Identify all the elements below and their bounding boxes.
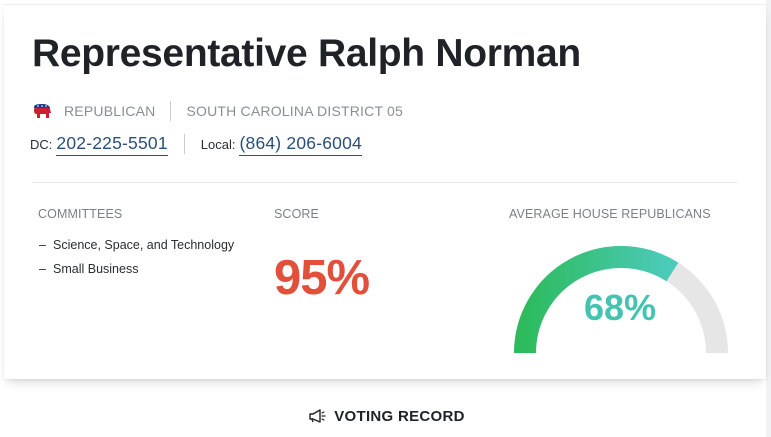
phone-row: DC: 202-225-5501 Local: (864) 206-6004 xyxy=(30,130,362,158)
committees-heading: COMMITTEES xyxy=(38,207,123,221)
committee-item: – Small Business xyxy=(39,262,139,276)
separator xyxy=(183,134,185,154)
representative-card: Representative Ralph Norman REPUBLICAN S… xyxy=(4,4,766,379)
scrollbar-track[interactable] xyxy=(766,0,771,437)
score-value: 95% xyxy=(274,251,370,305)
voting-record-link[interactable]: VOTING RECORD xyxy=(0,404,771,428)
representative-name: Representative Ralph Norman xyxy=(32,32,581,75)
party-label: REPUBLICAN xyxy=(64,103,156,119)
dc-phone-link[interactable]: 202-225-5501 xyxy=(56,133,168,156)
average-heading: AVERAGE HOUSE REPUBLICANS xyxy=(509,207,711,221)
committee-item: – Science, Space, and Technology xyxy=(39,238,235,252)
party-district-row: REPUBLICAN SOUTH CAROLINA DISTRICT 05 xyxy=(32,101,403,121)
dc-phone-label: DC: xyxy=(30,136,53,152)
voting-record-label: VOTING RECORD xyxy=(334,407,465,425)
committee-name: Small Business xyxy=(53,262,139,276)
local-phone-label: Local: xyxy=(200,136,236,152)
separator xyxy=(170,101,172,121)
average-value: 68% xyxy=(583,287,657,328)
divider xyxy=(32,182,737,183)
local-phone-link[interactable]: (864) 206-6004 xyxy=(239,133,362,156)
committee-list: – Science, Space, and Technology – Small B… xyxy=(39,237,234,285)
gauge-fill xyxy=(514,246,679,354)
score-heading: SCORE xyxy=(274,207,319,221)
average-gauge xyxy=(514,246,728,354)
district-label: SOUTH CAROLINA DISTRICT 05 xyxy=(186,103,404,119)
megaphone-icon xyxy=(309,409,326,423)
elephant-icon xyxy=(34,104,51,118)
committee-name: Science, Space, and Technology xyxy=(53,238,235,252)
